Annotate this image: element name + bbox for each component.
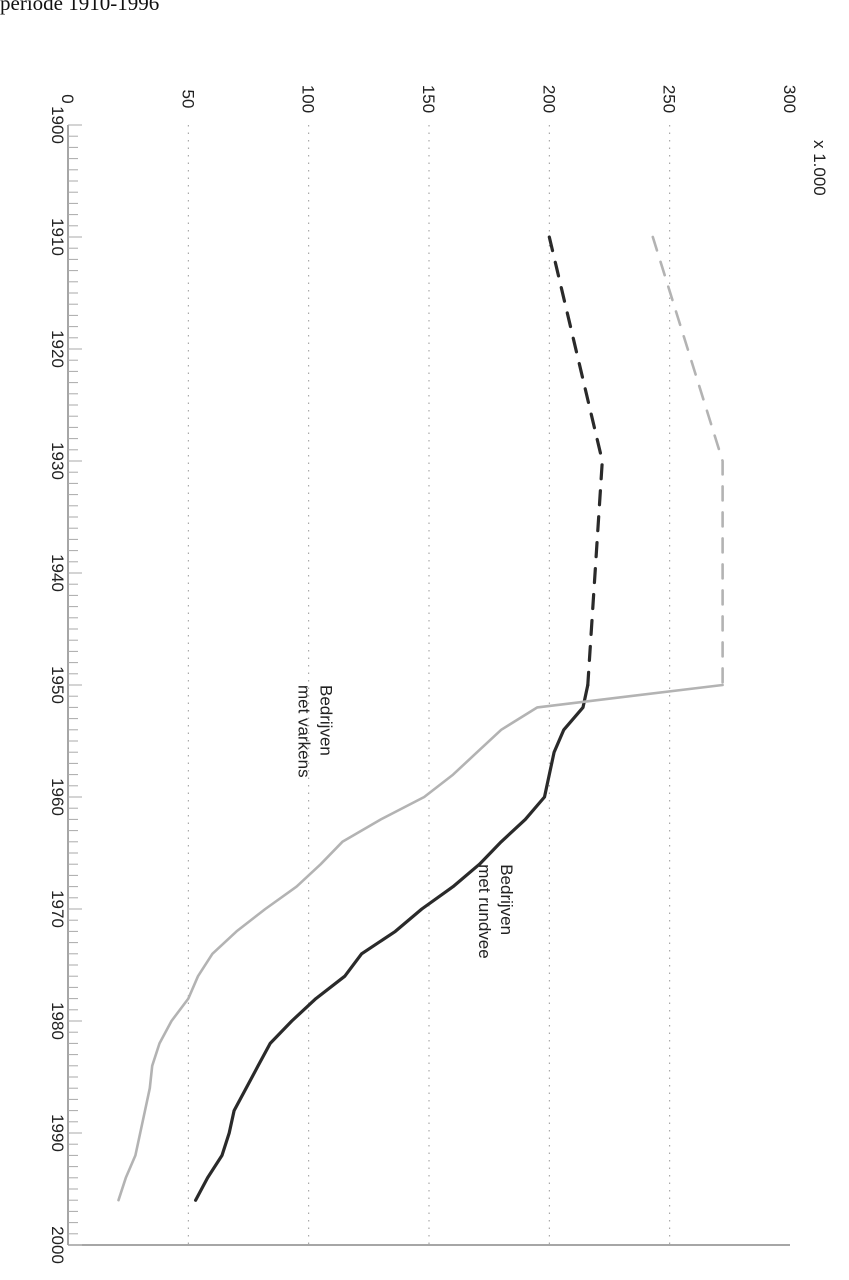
value-label: 250 [660,85,679,113]
grid-lines [187,125,671,1245]
series-line [651,235,724,687]
series-label-line: met varkens [295,685,314,778]
year-label: 1960 [48,778,67,816]
series-label-line: met rundvee [475,864,494,959]
year-label: 1910 [48,218,67,256]
minor-year-ticks [68,124,82,1246]
year-label: 2000 [48,1226,67,1264]
series-lines [117,235,724,1202]
page-caption: periode 1910-1996 [0,0,160,15]
value-label: 100 [299,85,318,113]
year-label: 1940 [48,554,67,592]
year-label: 1920 [48,330,67,368]
year-label: 1990 [48,1114,67,1152]
chart-frame [67,125,790,1246]
year-label: 1950 [48,666,67,704]
value-label: 300 [780,85,799,113]
series-label-line: Bedrijven [317,685,336,756]
value-label: 150 [419,85,438,113]
year-label: 1980 [48,1002,67,1040]
value-label: 50 [178,90,197,109]
year-label: 1970 [48,890,67,928]
year-axis-labels: 1900 1910 1920 1930 1940 1950 1960 1970 1980 1990… [48,106,67,1264]
year-label: 1930 [48,442,67,480]
year-label: 1900 [48,106,67,144]
series-label-line: Bedrijven [497,864,516,935]
series-line [117,683,724,1202]
value-label: 200 [539,85,558,113]
value-axis-labels: 0 50 100 150 200 250 300 [58,85,799,113]
unit-label: x 1.000 [810,140,829,196]
series-line [194,683,590,1202]
series-line [547,235,604,687]
value-label: 0 [58,94,77,103]
